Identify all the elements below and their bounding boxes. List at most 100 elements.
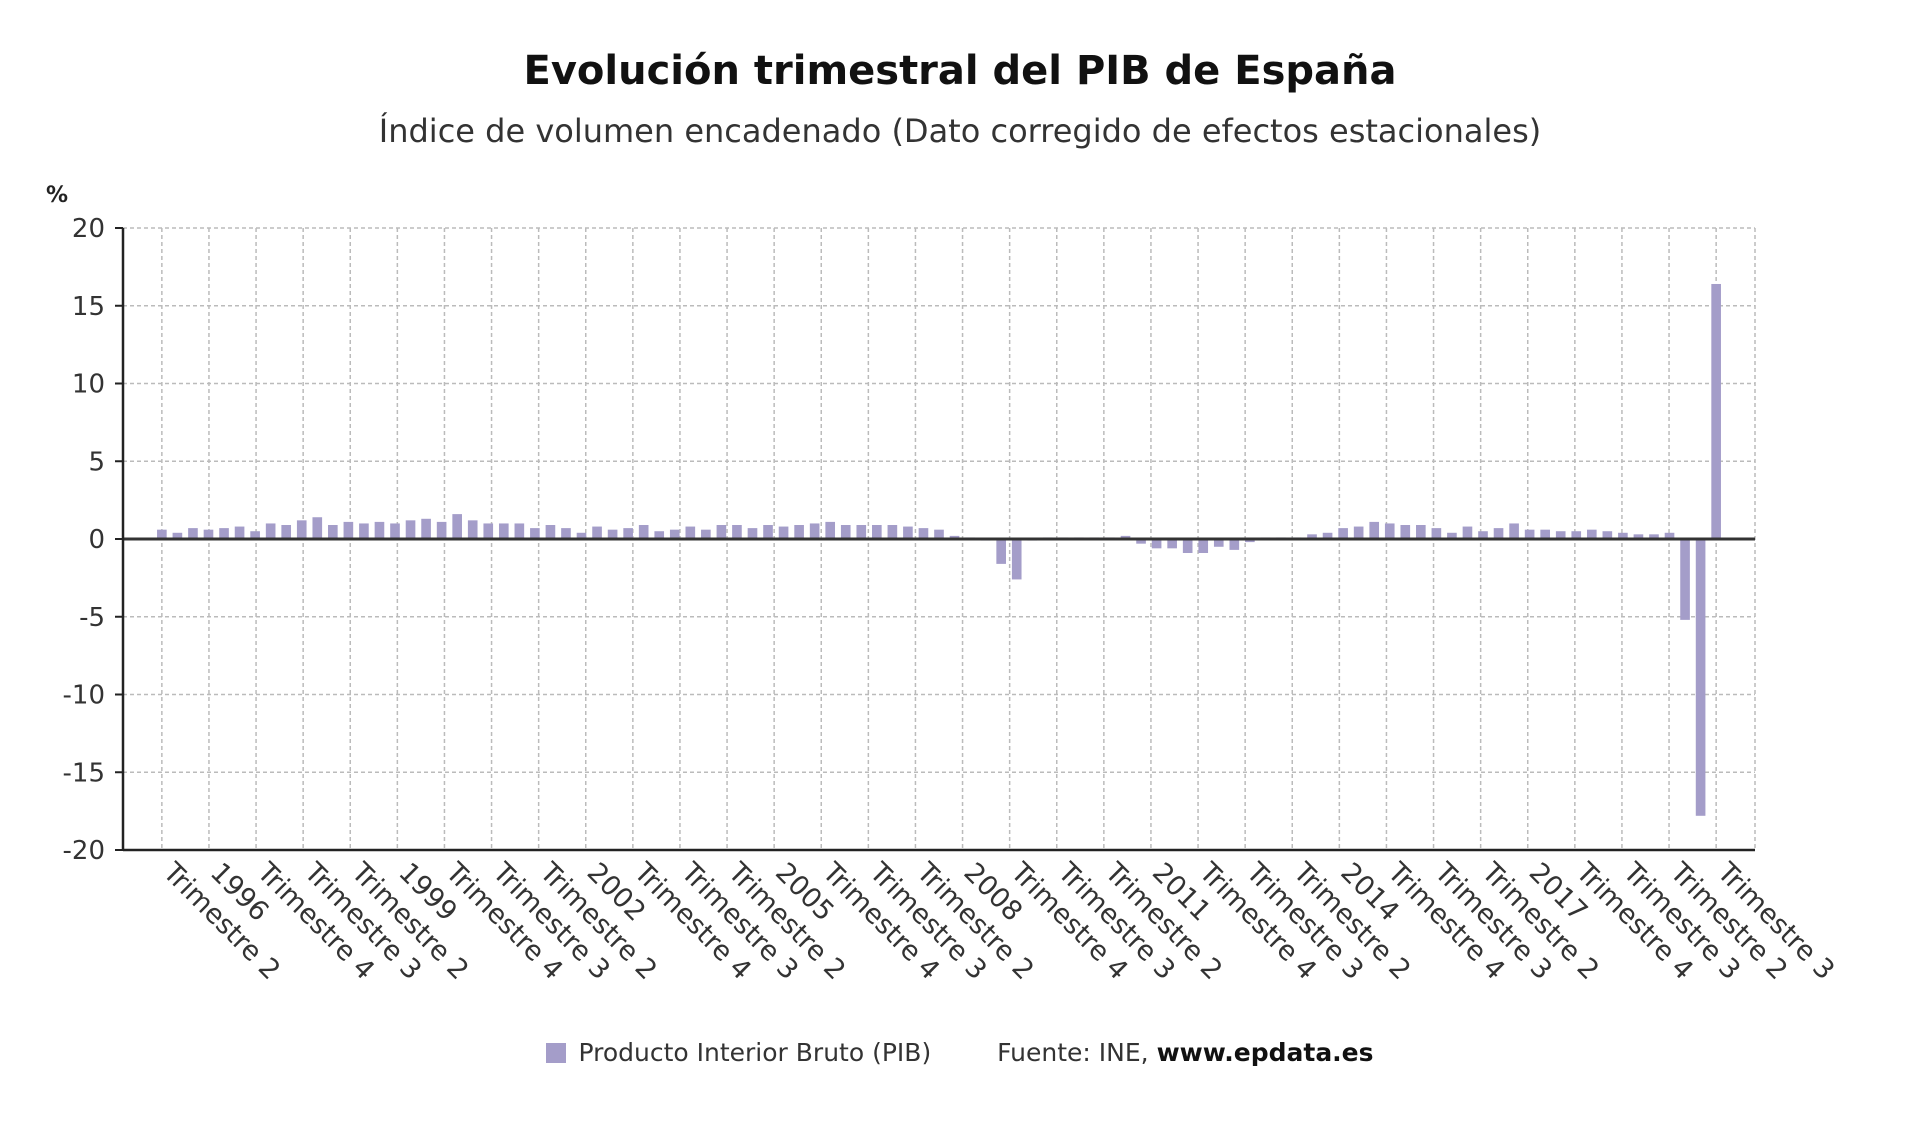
bar [265, 523, 276, 539]
y-tick-label: -15 [63, 758, 105, 788]
legend-swatch [546, 1043, 567, 1063]
bar [654, 531, 665, 539]
bar [1478, 531, 1488, 539]
bar [840, 525, 851, 539]
bar [623, 528, 633, 539]
bar [1633, 534, 1644, 539]
bar [1322, 532, 1333, 539]
bar [452, 514, 462, 539]
bar [685, 526, 696, 539]
bar [1586, 529, 1597, 539]
bar [1213, 539, 1224, 547]
bar [188, 528, 198, 539]
bar [1245, 539, 1255, 543]
chart-title: Evolución trimestral del PIB de España [523, 48, 1397, 94]
bar [203, 529, 214, 539]
bar [809, 523, 820, 539]
bar [1167, 539, 1177, 549]
bar [763, 525, 773, 539]
bar [778, 526, 789, 539]
source-text: Fuente: INE, www.epdata.es [997, 1038, 1373, 1067]
chart-subtitle: Índice de volumen encadenado (Dato corre… [378, 112, 1542, 150]
source-site: www.epdata.es [1156, 1038, 1374, 1067]
y-tick-label: 10 [72, 370, 105, 400]
bar [592, 526, 602, 539]
bar [234, 526, 245, 539]
bar [1664, 532, 1675, 539]
bar [1649, 534, 1659, 539]
source-prefix: Fuente: INE, [997, 1038, 1157, 1067]
bar [1120, 535, 1131, 539]
bar [1416, 525, 1426, 539]
bar [856, 525, 867, 539]
bar [1447, 532, 1457, 539]
bar [825, 521, 836, 539]
bar [1353, 526, 1364, 539]
bar [903, 526, 913, 539]
bar [390, 523, 400, 539]
bar [1711, 283, 1721, 539]
bar [467, 520, 478, 539]
bar [1493, 528, 1504, 539]
bar [872, 525, 882, 539]
bar [1400, 525, 1411, 539]
bar [1182, 539, 1193, 553]
y-axis-unit-label: % [46, 183, 68, 208]
bar [887, 525, 898, 539]
bar [498, 523, 509, 539]
bar [607, 529, 618, 539]
bar [436, 521, 447, 539]
bar [1602, 531, 1613, 539]
bar [1229, 539, 1240, 550]
bar [669, 529, 680, 539]
bar [701, 529, 711, 539]
legend-label: Producto Interior Bruto (PIB) [578, 1038, 932, 1067]
bar [1307, 534, 1317, 539]
bar [638, 525, 649, 539]
bar [312, 517, 323, 539]
bar [1431, 528, 1442, 539]
bar [1198, 539, 1209, 553]
y-tick-label: -10 [63, 681, 105, 711]
bar [530, 528, 540, 539]
bar [421, 518, 431, 539]
bar [1136, 539, 1146, 544]
bar [934, 529, 944, 539]
bar [918, 528, 929, 539]
bar [405, 520, 416, 539]
bar [716, 525, 727, 539]
y-tick-label: 15 [72, 292, 105, 322]
bar [1338, 528, 1348, 539]
y-tick-label: 5 [88, 447, 105, 477]
bar [732, 525, 742, 539]
bar [157, 529, 167, 539]
bar [1524, 529, 1535, 539]
bar [1571, 531, 1582, 539]
bar [219, 528, 229, 539]
bar [172, 532, 183, 539]
y-tick-label: 20 [72, 214, 105, 244]
bar [328, 525, 338, 539]
bar [374, 521, 385, 539]
bar [1011, 539, 1022, 580]
bar [250, 531, 260, 539]
bar [296, 520, 307, 539]
bar [281, 525, 292, 539]
bar [1369, 521, 1380, 539]
bar [1462, 526, 1473, 539]
bar [794, 525, 804, 539]
y-tick-label: -20 [63, 836, 105, 866]
bar [1509, 523, 1519, 539]
bar [1151, 539, 1162, 549]
bar [747, 528, 758, 539]
bar [1540, 529, 1550, 539]
y-tick-labels: 20 15 10 5 0 -5 -10 -15 -20 [63, 214, 105, 866]
axes-group [115, 227, 1755, 852]
bar [1555, 531, 1566, 539]
y-tick-label: -5 [79, 603, 105, 633]
bar [359, 523, 369, 539]
bar [545, 525, 556, 539]
bar [483, 523, 494, 539]
